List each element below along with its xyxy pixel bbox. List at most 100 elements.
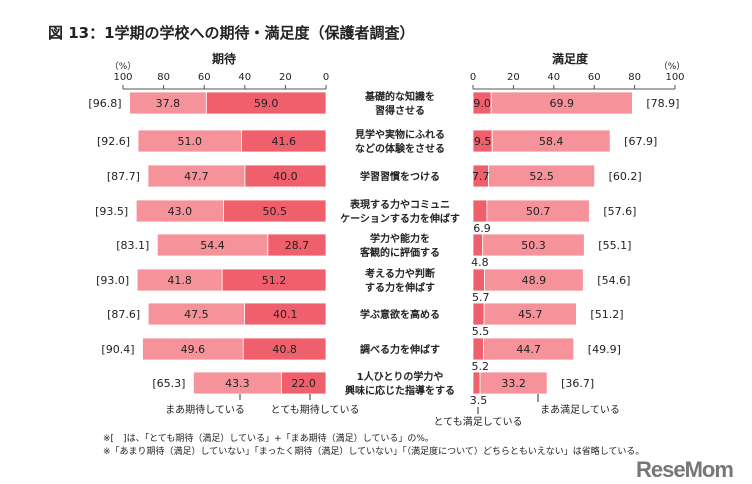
category-label: 興味に応じた指導をする — [345, 384, 455, 397]
chart-title: 図 13：1学期の学校への期待・満足度（保護者調査） — [48, 24, 415, 42]
left-total-label: [87.6] — [107, 308, 140, 321]
right-bar-very-satisfied — [472, 199, 488, 223]
resemom-logo: ReseMom — [636, 457, 734, 482]
right-bar-somewhat-satisfied — [483, 337, 575, 361]
right-total-label: [54.6] — [597, 274, 630, 287]
right-total-label: [60.2] — [609, 170, 642, 183]
right-total-label: [78.9] — [646, 97, 679, 110]
left-tick-label: 0 — [323, 72, 329, 83]
left-total-label: [87.7] — [107, 170, 140, 183]
right-panel-heading: 満足度 — [552, 51, 589, 66]
left-total-label: [83.1] — [116, 239, 149, 252]
right-data-label: 4.8 — [471, 256, 489, 269]
category-label: 学ぶ意欲を高める — [360, 308, 440, 321]
left-data-label: 51.0 — [178, 135, 203, 148]
right-tick-label: 80 — [628, 72, 641, 83]
left-data-label: 47.7 — [184, 170, 209, 183]
left-bar-somewhat-expected — [156, 233, 269, 257]
right-data-label: 5.7 — [472, 291, 490, 304]
left-total-label: [93.0] — [96, 274, 129, 287]
right-data-label: 6.9 — [473, 222, 491, 235]
right-bar-very-satisfied — [472, 302, 485, 326]
right-bar-somewhat-satisfied — [482, 233, 585, 257]
right-bar-very-satisfied — [472, 337, 484, 361]
left-total-label: [92.6] — [97, 135, 130, 148]
left-data-label: 22.0 — [291, 377, 316, 390]
left-total-label: [93.5] — [95, 205, 128, 218]
right-data-label: 9.5 — [474, 135, 492, 148]
legend-somewhat-expected: まあ期待している — [165, 403, 245, 416]
right-total-label: [49.9] — [588, 343, 621, 356]
left-data-label: 40.0 — [273, 170, 298, 183]
right-data-label: 50.7 — [526, 205, 551, 218]
category-label: する力を伸ばす — [365, 281, 435, 294]
left-data-label: 54.4 — [200, 239, 225, 252]
left-data-label: 43.3 — [225, 377, 250, 390]
left-data-label: 37.8 — [156, 97, 181, 110]
footnote-2: ※「あまり期待（満足）していない」「まったく期待（満足）していない」「（満足度に… — [103, 447, 645, 457]
left-bar-somewhat-expected — [142, 337, 244, 361]
right-data-label: 58.4 — [539, 135, 564, 148]
left-tick-label: 20 — [279, 72, 292, 83]
legend-very-expected: とても期待している — [271, 403, 360, 416]
left-data-label: 43.0 — [168, 205, 193, 218]
category-label: 習得させる — [375, 104, 425, 117]
category-label: ケーションする力を伸ばす — [340, 212, 460, 225]
left-unit-label: （%） — [110, 61, 137, 72]
right-tick-label: 100 — [665, 72, 684, 83]
right-bar-somewhat-satisfied — [490, 91, 633, 115]
right-data-label: 5.2 — [472, 360, 490, 373]
left-bar-somewhat-expected — [147, 302, 245, 326]
right-tick-label: 40 — [547, 72, 560, 83]
left-tick-label: 100 — [113, 72, 132, 83]
right-data-label: 69.9 — [550, 97, 575, 110]
right-bar-somewhat-satisfied — [479, 371, 548, 395]
left-tick-label: 40 — [238, 72, 251, 83]
left-bar-somewhat-expected — [137, 129, 242, 153]
left-data-label: 41.8 — [167, 274, 192, 287]
category-label: 基礎的な知識を — [364, 90, 435, 103]
left-total-label: [96.8] — [88, 97, 121, 110]
left-data-label: 59.0 — [254, 97, 279, 110]
right-data-label: 48.9 — [522, 274, 547, 287]
right-data-label: 52.5 — [529, 170, 554, 183]
category-label: 学力や能力を — [370, 232, 430, 245]
left-data-label: 47.5 — [184, 308, 209, 321]
right-data-label: 44.7 — [516, 343, 541, 356]
category-label: 考える力や判断 — [365, 267, 435, 280]
left-tick-label: 60 — [198, 72, 211, 83]
right-bar-very-satisfied — [472, 371, 481, 395]
right-bar-very-satisfied — [472, 233, 484, 257]
right-bar-somewhat-satisfied — [488, 164, 596, 188]
category-label: 表現する力やコミュニ — [349, 198, 450, 211]
category-label: 見学や実物にふれる — [354, 128, 445, 141]
footnote-1: ※[ ]は、「とても期待（満足）している」+「まあ期待（満足）している」の%。 — [103, 434, 434, 444]
left-data-label: 40.1 — [273, 308, 298, 321]
left-total-label: [90.4] — [101, 343, 134, 356]
right-bar-somewhat-satisfied — [486, 199, 590, 223]
category-label: 学習習慣をつける — [360, 170, 440, 183]
left-bar-somewhat-expected — [129, 91, 207, 115]
left-total-label: [65.3] — [152, 377, 185, 390]
left-tick-label: 80 — [157, 72, 170, 83]
legend-very-satisfied: とても満足している — [434, 416, 523, 428]
right-total-label: [51.2] — [590, 308, 623, 321]
right-bar-somewhat-satisfied — [484, 268, 584, 292]
left-data-label: 51.2 — [262, 274, 287, 287]
left-bar-somewhat-expected — [193, 371, 282, 395]
right-data-label: 9.0 — [473, 97, 491, 110]
left-data-label: 41.6 — [272, 135, 297, 148]
right-total-label: [67.9] — [624, 135, 657, 148]
category-label: などの体験をさせる — [355, 142, 445, 155]
left-bar-somewhat-expected — [136, 268, 223, 292]
right-tick-label: 20 — [507, 72, 520, 83]
legend-somewhat-satisfied: まあ満足している — [540, 404, 620, 416]
left-data-label: 50.5 — [262, 205, 287, 218]
left-bar-somewhat-expected — [135, 199, 224, 223]
right-data-label: 3.5 — [470, 394, 488, 407]
right-tick-label: 60 — [588, 72, 601, 83]
left-data-label: 40.8 — [272, 343, 297, 356]
right-tick-label: 0 — [470, 72, 476, 83]
category-label: 客観的に評価する — [359, 246, 440, 259]
